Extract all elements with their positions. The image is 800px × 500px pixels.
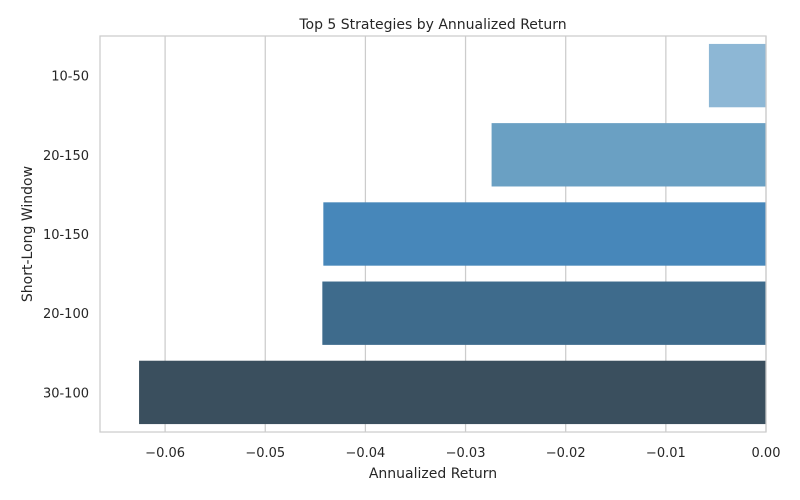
y-tick-labels: 10-50 20-150 10-150 20-100 30-100 (43, 70, 89, 402)
y-tick-label: 10-50 (51, 70, 89, 85)
y-tick-label: 30-100 (43, 386, 89, 401)
x-tick-label: −0.01 (646, 446, 686, 461)
plot-frame (99, 35, 767, 433)
x-tick-label: −0.06 (145, 446, 185, 461)
bar-20-100 (322, 281, 766, 345)
x-axis-label: Annualized Return (369, 466, 497, 482)
y-tick-label: 20-100 (43, 307, 89, 322)
x-tick-label: −0.03 (446, 446, 486, 461)
bar-10-150 (323, 202, 766, 266)
x-tick-label: 0.00 (752, 446, 781, 461)
x-tick-label: −0.04 (345, 446, 385, 461)
x-tick-label: −0.05 (245, 446, 285, 461)
bar-20-150 (491, 123, 766, 187)
bar-30-100 (139, 360, 766, 425)
y-tick-label: 10-150 (43, 228, 89, 243)
bars (139, 43, 766, 425)
chart-title: Top 5 Strategies by Annualized Return (298, 17, 566, 33)
bar-10-50 (708, 43, 766, 108)
x-tick-labels: −0.06 −0.05 −0.04 −0.03 −0.02 −0.01 0.00 (145, 446, 780, 461)
x-tick-label: −0.02 (546, 446, 586, 461)
y-tick-label: 20-150 (43, 149, 89, 164)
y-axis-label: Short-Long Window (20, 166, 36, 302)
